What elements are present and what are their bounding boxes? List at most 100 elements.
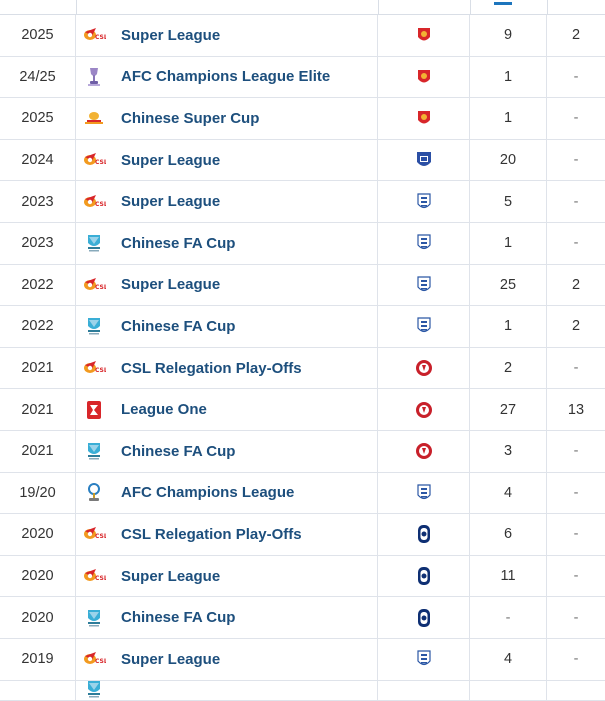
table-row-partial	[0, 680, 605, 701]
competition-link[interactable]: Chinese FA Cup	[112, 430, 378, 472]
appearances-cell[interactable]: 4	[470, 472, 547, 514]
club-crest[interactable]	[378, 472, 470, 514]
season-cell: 2019	[0, 638, 76, 680]
appearances-cell[interactable]: 5	[470, 181, 547, 222]
appearances-cell[interactable]: 27	[470, 389, 547, 430]
appearances-cell[interactable]: 11	[470, 555, 547, 597]
appearances-cell[interactable]: 1	[470, 56, 547, 98]
competition-link[interactable]: AFC Champions League	[112, 472, 378, 514]
competition-logo[interactable]: CSL	[76, 556, 112, 597]
appearances-cell[interactable]: 9	[470, 15, 547, 56]
competition-logo[interactable]	[76, 680, 112, 700]
navy-oval-crest-icon	[417, 525, 430, 544]
club-crest[interactable]	[378, 56, 470, 98]
shanghai-port-crest-icon	[417, 28, 430, 41]
competition-link[interactable]: Super League	[112, 15, 378, 56]
club-crest[interactable]	[378, 347, 470, 389]
goals-cell: -	[573, 360, 579, 377]
competition-logo[interactable]: CSL	[76, 514, 112, 555]
competition-link[interactable]: Chinese FA Cup	[112, 597, 378, 638]
appearances-cell[interactable]: -	[470, 597, 547, 638]
club-crest[interactable]	[378, 555, 470, 597]
club-crest[interactable]	[378, 181, 470, 222]
appearances-cell[interactable]: 25	[470, 264, 547, 306]
competition-link[interactable]: Chinese FA Cup	[112, 222, 378, 264]
competition-logo[interactable]: CSL	[76, 140, 112, 181]
blue-shield-crest-icon	[416, 152, 431, 167]
competition-logo[interactable]	[76, 597, 112, 638]
appearances-cell[interactable]: 6	[470, 514, 547, 555]
competition-link[interactable]: Super League	[112, 264, 378, 306]
svg-text:CSL: CSL	[95, 34, 106, 41]
season-cell: 2024	[0, 139, 76, 181]
appearances-cell	[470, 680, 547, 700]
appearances-cell[interactable]: 1	[470, 222, 547, 264]
club-crest[interactable]	[378, 430, 470, 472]
competition-logo[interactable]: CSL	[76, 15, 112, 56]
competition-logo[interactable]: CSL	[76, 181, 112, 222]
competition-logo[interactable]: CSL	[76, 265, 112, 306]
table-row: 2022 Chinese FA Cup 1 2	[0, 306, 605, 348]
shanghai-port-crest-icon	[417, 69, 430, 83]
table-row: 2025 Chinese Super Cup 1 -	[0, 98, 605, 140]
competition-link[interactable]	[112, 680, 378, 700]
goals-cell: -	[573, 609, 579, 626]
shenhua-crest-icon	[416, 484, 431, 499]
season-cell: 2021	[0, 389, 76, 430]
fa-cup-logo-icon	[88, 609, 100, 627]
competition-logo[interactable]	[76, 223, 112, 264]
appearances-cell[interactable]: 1	[470, 98, 547, 139]
club-crest[interactable]	[378, 597, 470, 638]
competition-logo[interactable]	[76, 473, 112, 514]
club-crest[interactable]	[378, 15, 470, 56]
season-cell: 2022	[0, 306, 76, 347]
competition-link[interactable]: Super League	[112, 181, 378, 222]
goals-cell: -	[573, 110, 579, 127]
csl-logo-icon: CSL	[84, 527, 106, 540]
competition-logo[interactable]	[76, 389, 112, 430]
club-crest[interactable]	[378, 139, 470, 181]
competition-logo[interactable]	[76, 431, 112, 472]
club-crest[interactable]	[378, 514, 470, 555]
table-row: 2019 CSL Super League 4 -	[0, 638, 605, 681]
table-header	[0, 0, 605, 15]
competition-link[interactable]: CSL Relegation Play-Offs	[112, 347, 378, 389]
competition-link[interactable]: Chinese FA Cup	[112, 306, 378, 347]
competition-logo[interactable]	[76, 306, 112, 347]
appearances-cell[interactable]: 3	[470, 430, 547, 472]
svg-text:CSL: CSL	[95, 658, 106, 665]
club-crest[interactable]	[378, 680, 470, 700]
appearances-cell[interactable]: 4	[470, 638, 547, 680]
competition-link[interactable]: CSL Relegation Play-Offs	[112, 514, 378, 555]
competition-logo[interactable]: CSL	[76, 348, 112, 389]
table-row: 2021 League One 27 13	[0, 389, 605, 431]
competition-link[interactable]: Super League	[112, 638, 378, 680]
appearances-cell[interactable]: 1	[470, 306, 547, 347]
shenhua-crest-icon	[416, 317, 431, 333]
fa-cup-logo-icon	[88, 443, 100, 460]
club-crest[interactable]	[378, 98, 470, 139]
club-crest[interactable]	[378, 389, 470, 430]
shenhua-crest-icon	[416, 193, 431, 208]
club-crest[interactable]	[378, 306, 470, 347]
club-crest[interactable]	[378, 264, 470, 306]
fa-cup-logo-icon	[88, 318, 100, 335]
appearances-cell[interactable]: 20	[470, 139, 547, 181]
club-crest[interactable]	[378, 638, 470, 680]
competition-logo[interactable]	[76, 57, 112, 98]
sort-indicator[interactable]	[494, 2, 512, 5]
competition-link[interactable]: Super League	[112, 555, 378, 597]
goals-cell: 13	[567, 401, 585, 418]
competition-link[interactable]: AFC Champions League Elite	[112, 56, 378, 98]
svg-text:CSL: CSL	[95, 533, 106, 540]
club-crest[interactable]	[378, 222, 470, 264]
season-cell: 2021	[0, 430, 76, 472]
fa-cup-logo-icon	[88, 235, 100, 252]
competition-logo[interactable]	[76, 98, 112, 139]
appearances-cell[interactable]: 2	[470, 347, 547, 389]
competition-link[interactable]: Super League	[112, 139, 378, 181]
season-cell: 19/20	[0, 472, 76, 514]
competition-logo[interactable]: CSL	[76, 639, 112, 680]
competition-link[interactable]: League One	[112, 389, 378, 430]
competition-link[interactable]: Chinese Super Cup	[112, 98, 378, 139]
